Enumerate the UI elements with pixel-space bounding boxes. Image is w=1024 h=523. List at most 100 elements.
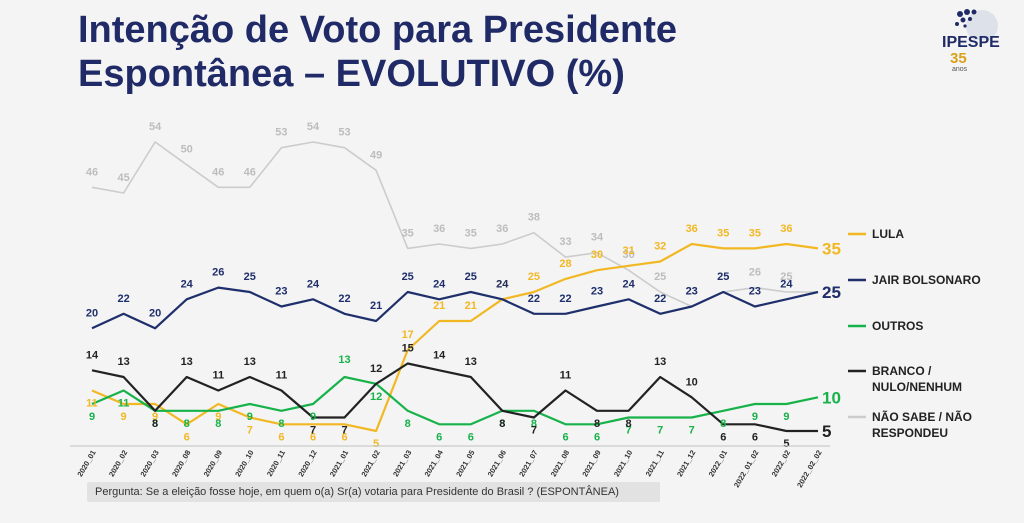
data-label-nao-sabe-nao-respondeu: 30 <box>622 249 634 261</box>
data-label-branco-nulo-nenhum: 6 <box>752 431 758 443</box>
x-tick-label: 2021_05 <box>454 449 476 479</box>
data-label-branco-nulo-nenhum: 7 <box>310 425 316 437</box>
data-label-jair-bolsonaro: 22 <box>654 293 666 305</box>
data-label-nao-sabe-nao-respondeu: 46 <box>244 166 256 178</box>
data-label-branco-nulo-nenhum: 13 <box>244 356 256 368</box>
data-label-nao-sabe-nao-respondeu: 25 <box>654 271 666 283</box>
data-label-jair-bolsonaro: 23 <box>275 286 287 298</box>
data-label-outros: 8 <box>278 418 284 430</box>
data-label-lula: 21 <box>465 300 477 312</box>
x-tick-label: 2021_12 <box>675 449 697 479</box>
data-label-branco-nulo-nenhum: 5 <box>783 438 789 450</box>
data-label-jair-bolsonaro: 26 <box>212 267 224 279</box>
data-label-jair-bolsonaro: 25 <box>244 271 256 283</box>
data-label-outros: 8 <box>499 418 505 430</box>
data-label-outros: 9 <box>783 411 789 423</box>
x-tick-label: 2022_02 <box>770 449 792 479</box>
data-label-outros: 7 <box>689 425 695 437</box>
data-label-lula: 25 <box>528 271 540 283</box>
series-line-jair-bolsonaro <box>91 286 819 330</box>
x-tick-label: 2020_11 <box>265 449 287 478</box>
data-label-outros: 8 <box>531 418 537 430</box>
data-label-outros: 12 <box>370 391 382 403</box>
data-label-outros: 8 <box>405 418 411 430</box>
data-label-lula: 36 <box>686 223 698 235</box>
data-label-lula: 6 <box>310 431 316 443</box>
data-label-outros: 6 <box>468 431 474 443</box>
data-label-nao-sabe-nao-respondeu: 53 <box>275 127 287 139</box>
data-label-nao-sabe-nao-respondeu: 25 <box>780 271 792 283</box>
x-tick-label: 2020_09 <box>202 449 224 479</box>
data-label-nao-sabe-nao-respondeu: 25 <box>822 283 841 302</box>
data-label-branco-nulo-nenhum: 7 <box>341 425 347 437</box>
data-label-nao-sabe-nao-respondeu: 23 <box>686 286 698 298</box>
x-tick-label: 2021_03 <box>391 449 413 479</box>
data-label-outros: 9 <box>89 411 95 423</box>
data-label-jair-bolsonaro: 22 <box>338 293 350 305</box>
data-label-jair-bolsonaro: 20 <box>86 307 98 319</box>
series-line-branco-nulo-nenhum <box>91 362 818 433</box>
data-label-lula: 31 <box>622 245 634 257</box>
series-line-lula <box>91 242 819 433</box>
data-label-nao-sabe-nao-respondeu: 34 <box>591 232 604 244</box>
logo-anos: anos <box>952 66 968 73</box>
data-label-jair-bolsonaro: 24 <box>307 278 320 290</box>
x-tick-label: 2021_04 <box>423 448 446 479</box>
data-label-branco-nulo-nenhum: 11 <box>276 370 288 382</box>
data-label-lula: 35 <box>717 227 729 239</box>
title-line-2: Espontânea – EVOLUTIVO (%) <box>78 53 625 95</box>
data-label-lula: 36 <box>780 223 792 235</box>
data-label-nao-sabe-nao-respondeu: 49 <box>370 149 382 161</box>
data-label-lula: 6 <box>184 431 190 443</box>
data-label-jair-bolsonaro: 24 <box>433 278 446 290</box>
data-label-branco-nulo-nenhum: 14 <box>86 349 99 361</box>
data-label-lula: 9 <box>121 411 127 423</box>
question-text: Pergunta: Se a eleição fosse hoje, em qu… <box>95 486 619 498</box>
legend-label-outros: OUTROS <box>872 319 923 333</box>
data-label-branco-nulo-nenhum: 14 <box>433 349 446 361</box>
legend-label-lula: LULA <box>872 227 904 241</box>
data-label-nao-sabe-nao-respondeu: 54 <box>149 121 162 133</box>
legend-label-branco-nulo-nenhum: NULO/NENHUM <box>872 380 962 394</box>
data-label-nao-sabe-nao-respondeu: 35 <box>402 227 414 239</box>
data-label-jair-bolsonaro: 23 <box>591 286 603 298</box>
series-lines <box>91 141 819 433</box>
legend: LULA JAIR BOLSONARO OUTROS BRANCO / NULO/NEN… <box>848 227 981 440</box>
data-label-jair-bolsonaro: 24 <box>181 278 194 290</box>
data-label-outros: 7 <box>657 425 663 437</box>
data-label-nao-sabe-nao-respondeu: 33 <box>559 236 571 248</box>
data-label-branco-nulo-nenhum: 11 <box>560 370 572 382</box>
data-label-nao-sabe-nao-respondeu: 25 <box>717 271 729 283</box>
data-label-lula: 7 <box>247 425 253 437</box>
data-label-lula: 32 <box>654 241 666 253</box>
data-label-nao-sabe-nao-respondeu: 45 <box>117 172 129 184</box>
data-label-lula: 24 <box>496 278 509 290</box>
data-label-outros: 6 <box>562 431 568 443</box>
x-tick-label: 2020_03 <box>138 449 160 479</box>
title-line-1: Intenção de Voto para Presidente <box>78 9 678 51</box>
data-label-branco-nulo-nenhum: 13 <box>465 356 477 368</box>
data-label-lula: 35 <box>749 227 761 239</box>
data-label-jair-bolsonaro: 24 <box>622 278 635 290</box>
data-label-branco-nulo-nenhum: 11 <box>212 370 224 382</box>
data-label-outros: 10 <box>822 388 841 407</box>
data-label-branco-nulo-nenhum: 15 <box>402 343 414 355</box>
data-label-nao-sabe-nao-respondeu: 54 <box>307 121 320 133</box>
data-label-branco-nulo-nenhum: 10 <box>686 376 698 388</box>
data-label-branco-nulo-nenhum: 5 <box>822 422 831 441</box>
x-tick-label: 2022_02_02 <box>795 449 824 490</box>
x-tick-label: 2020_12 <box>296 449 318 479</box>
series-line-outros <box>91 375 819 426</box>
data-label-branco-nulo-nenhum: 13 <box>117 356 129 368</box>
data-label-jair-bolsonaro: 22 <box>117 293 129 305</box>
series-line-nao-sabe-nao-respondeu <box>91 141 818 308</box>
data-label-jair-bolsonaro: 21 <box>370 300 382 312</box>
data-label-outros: 6 <box>594 431 600 443</box>
x-tick-label: 2020_01 <box>75 449 97 479</box>
data-label-lula: 6 <box>278 431 284 443</box>
x-tick-label: 2021_08 <box>549 449 571 479</box>
page-title: Intenção de Voto para Presidente Espontâ… <box>78 8 677 96</box>
data-label-jair-bolsonaro: 22 <box>559 293 571 305</box>
logo-years: 35 <box>950 50 967 67</box>
